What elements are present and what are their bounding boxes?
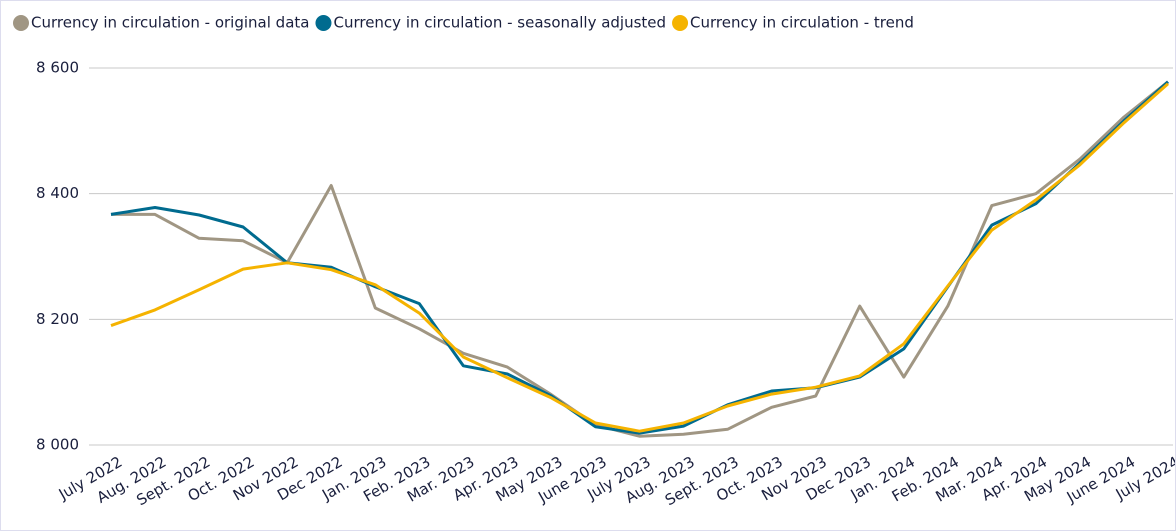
series-line — [111, 80, 1169, 438]
legend: Currency in circulation - original data C… — [13, 14, 914, 32]
series-line — [110, 82, 1169, 433]
legend-marker — [13, 15, 29, 31]
series-line — [110, 80, 1169, 435]
y-tick-label: 8 000 — [36, 436, 79, 454]
legend-label: Currency in circulation - seasonally adj… — [333, 14, 666, 32]
y-tick-label: 8 400 — [36, 184, 79, 202]
legend-marker — [672, 15, 689, 31]
legend-marker — [315, 15, 332, 31]
legend-label: Currency in circulation - trend — [690, 14, 914, 32]
y-tick-label: 8 200 — [36, 310, 79, 328]
legend-label: Currency in circulation - original data — [31, 14, 309, 32]
y-tick-label: 8 600 — [36, 59, 79, 77]
